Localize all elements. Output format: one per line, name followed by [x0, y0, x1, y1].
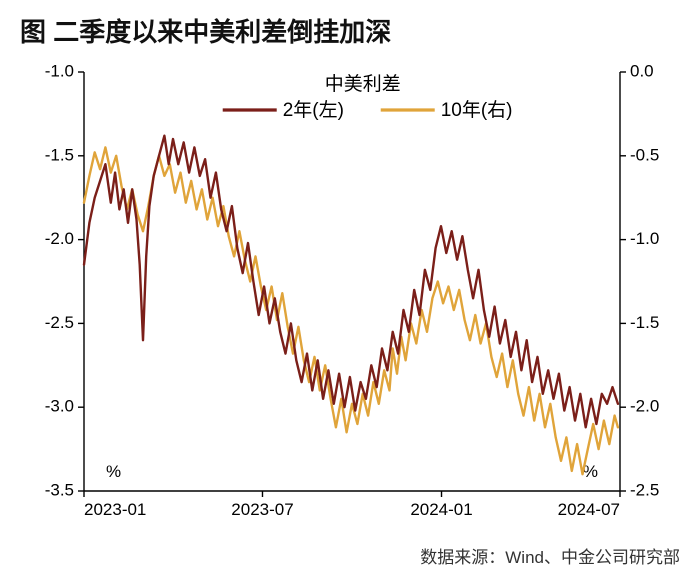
- yleft-tick-label: -1.0: [45, 61, 74, 80]
- yright-tick-label: -1.5: [630, 313, 659, 332]
- x-tick-label: 2023-01: [84, 500, 146, 519]
- chart-container: -1.0 -1.5 -2.0 -2.5 -3.0 -3.5 0.0 -0.5 -1.0 -1.5 -…: [20, 58, 680, 537]
- x-tick-label: 2023-07: [231, 500, 293, 519]
- yright-tick-label: 0.0: [630, 61, 654, 80]
- yleft-tick-label: -3.0: [45, 396, 74, 415]
- yleft-tick-label: -2.0: [45, 229, 74, 248]
- x-tick-label: 2024-07: [558, 500, 620, 519]
- x-tick-label: 2024-01: [410, 500, 472, 519]
- chart-title: 图 二季度以来中美利差倒挂加深: [20, 16, 680, 50]
- yright-tick-label: -1.0: [630, 229, 659, 248]
- yright-tick-label: -2.5: [630, 480, 659, 499]
- legend-label-s10y: 10年(右): [441, 99, 513, 121]
- data-source-footer: 数据来源：Wind、中金公司研究部: [20, 543, 680, 568]
- yright-tick-label: -2.0: [630, 396, 659, 415]
- yleft-tick-label: -1.5: [45, 145, 74, 164]
- yleft-tick-label: -2.5: [45, 313, 74, 332]
- chart-svg: -1.0 -1.5 -2.0 -2.5 -3.0 -3.5 0.0 -0.5 -1.0 -1.5 -…: [20, 58, 680, 537]
- page: 图 二季度以来中美利差倒挂加深 -1.0 -1.5 -2.0 -2.5 -3.0 -3.5…: [0, 0, 700, 582]
- legend-label-s2y: 2年(左): [283, 99, 344, 121]
- legend-title: 中美利差: [325, 73, 401, 95]
- yright-tick-label: -0.5: [630, 145, 659, 164]
- yleft-tick-label: -3.5: [45, 480, 74, 499]
- unit-left: %: [106, 462, 121, 481]
